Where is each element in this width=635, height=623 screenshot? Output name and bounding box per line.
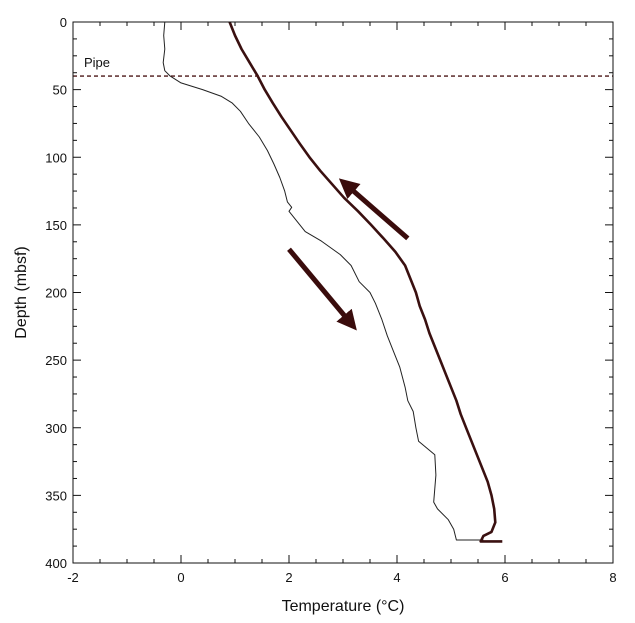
x-tick-label: -2 xyxy=(67,570,79,585)
y-tick-label: 400 xyxy=(45,556,67,571)
downward-arrow xyxy=(287,247,357,331)
x-tick-label: 4 xyxy=(393,570,400,585)
plot-frame xyxy=(72,21,614,564)
cooling-profile-line xyxy=(162,21,484,541)
pipe-label: Pipe xyxy=(84,55,110,70)
upward-arrow xyxy=(338,178,410,241)
y-tick-label: 200 xyxy=(45,286,67,301)
plot-annotations xyxy=(73,75,613,331)
y-tick-label: 250 xyxy=(45,353,67,368)
plot-lines xyxy=(162,21,503,543)
y-axis-title: Depth (mbsf) xyxy=(13,246,30,338)
y-tick-label: 50 xyxy=(53,83,67,98)
y-tick-label: 0 xyxy=(60,15,67,30)
y-tick-label: 150 xyxy=(45,218,67,233)
x-tick-label: 2 xyxy=(285,570,292,585)
y-tick-label: 300 xyxy=(45,421,67,436)
y-tick-label: 100 xyxy=(45,150,67,165)
x-tick-label: 0 xyxy=(177,570,184,585)
x-tick-label: 8 xyxy=(609,570,616,585)
y-tick-label: 350 xyxy=(45,488,67,503)
x-axis-ticks: -2 0 2 4 6 8 xyxy=(67,22,617,585)
x-tick-label: 6 xyxy=(501,570,508,585)
y-axis-ticks: 0 50 100 150 200 250 300 350 400 xyxy=(45,15,613,571)
warming-profile-line xyxy=(228,21,503,543)
x-axis-title: Temperature (°C) xyxy=(282,598,405,615)
